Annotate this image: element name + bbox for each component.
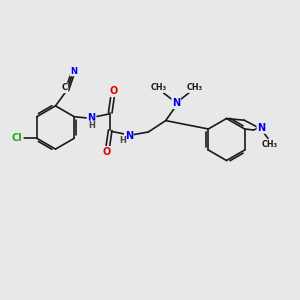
Text: O: O <box>110 86 118 96</box>
Text: N: N <box>257 123 266 133</box>
Text: CH₃: CH₃ <box>262 140 278 149</box>
Text: H: H <box>119 136 126 146</box>
Text: N: N <box>88 113 96 123</box>
Text: C: C <box>61 83 68 92</box>
Text: N: N <box>70 67 77 76</box>
Text: O: O <box>102 147 110 157</box>
Text: N: N <box>125 130 133 141</box>
Text: H: H <box>88 121 95 130</box>
Text: CH₃: CH₃ <box>150 83 166 92</box>
Text: CH₃: CH₃ <box>186 83 202 92</box>
Text: N: N <box>172 98 180 108</box>
Text: Cl: Cl <box>12 133 23 143</box>
